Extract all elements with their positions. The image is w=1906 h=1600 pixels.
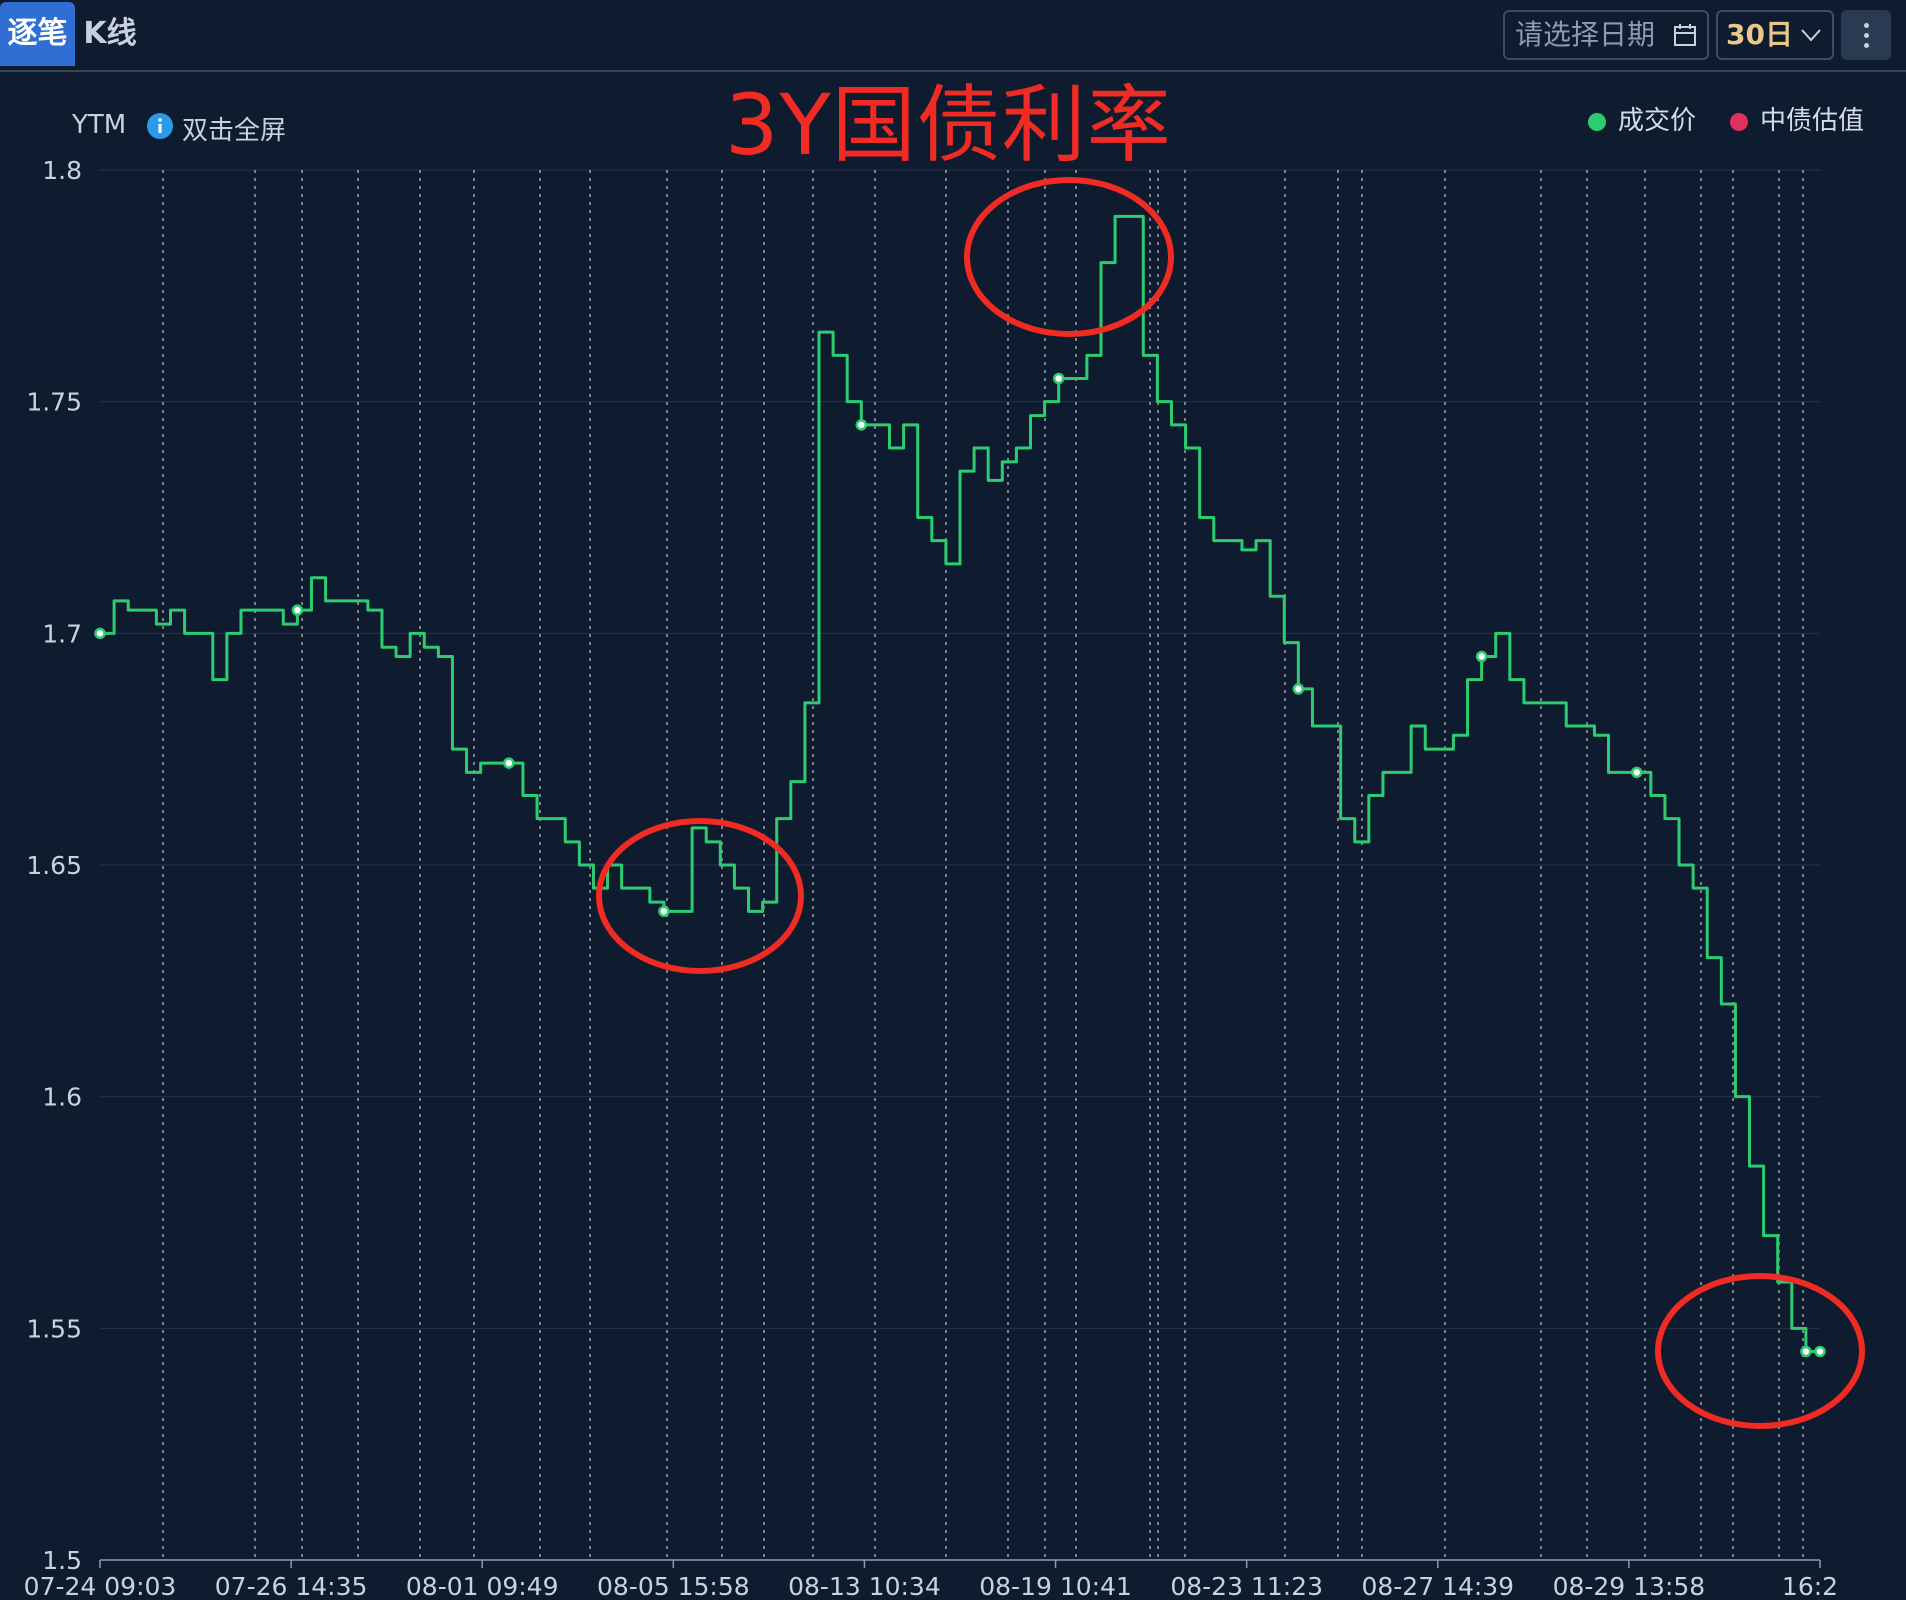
tab-tick-trades[interactable]: 逐笔 <box>0 2 75 66</box>
legend-item-trade[interactable]: 成交价 <box>1588 100 1696 137</box>
y-tick-label: 1.55 <box>26 1314 82 1343</box>
x-tick-label: 08-13 10:34 <box>788 1572 941 1600</box>
y-tick-label: 1.8 <box>42 156 82 185</box>
x-tick-label: 07-24 09:03 <box>24 1572 177 1600</box>
top-toolbar: 逐笔 K线 请选择日期 30日 <box>0 0 1906 72</box>
data-point-trade <box>1052 372 1065 385</box>
x-tick-label: 16:2 <box>1782 1572 1838 1600</box>
fullscreen-hint: 双击全屏 <box>182 116 287 146</box>
more-menu-button[interactable] <box>1841 10 1891 60</box>
y-axis-title: YTM <box>72 110 127 140</box>
y-tick-label: 1.5 <box>42 1546 82 1575</box>
x-tick-label: 08-19 10:41 <box>979 1572 1132 1600</box>
y-tick-label: 1.6 <box>42 1083 82 1112</box>
data-point-trade <box>291 604 304 616</box>
range-select[interactable]: 30日 <box>1716 10 1834 60</box>
annotation-circle <box>964 177 1174 337</box>
annotation-title: 3Y国债利率 <box>725 76 1172 174</box>
data-point-trade <box>1814 1345 1826 1358</box>
y-tick-label: 1.75 <box>26 388 82 417</box>
date-picker[interactable]: 请选择日期 <box>1503 10 1709 60</box>
date-picker-placeholder: 请选择日期 <box>1515 18 1656 51</box>
more-vertical-icon-dot <box>1864 33 1869 38</box>
data-point-trade <box>1630 766 1643 779</box>
annotation-circle <box>1655 1273 1865 1429</box>
data-point-trade <box>503 757 515 769</box>
data-point-trade <box>1475 650 1488 663</box>
legend-label-trade: 成交价 <box>1618 106 1697 136</box>
y-tick-label: 1.65 <box>26 851 82 880</box>
legend-item-valuation[interactable]: 中债估值 <box>1730 100 1864 137</box>
chevron-down-icon <box>1801 29 1821 42</box>
range-select-value: 30日 <box>1726 18 1793 51</box>
x-tick-label: 08-01 09:49 <box>406 1572 559 1600</box>
data-point-trade <box>94 627 106 640</box>
x-tick-label: 08-23 11:23 <box>1170 1572 1323 1600</box>
data-point-trade <box>658 905 670 918</box>
more-vertical-icon-dot <box>1864 43 1869 48</box>
legend-label-valuation: 中债估值 <box>1760 106 1865 136</box>
data-point-trade <box>1800 1345 1812 1358</box>
legend-dot-valuation <box>1730 113 1748 131</box>
x-tick-label: 07-26 14:35 <box>215 1572 368 1600</box>
legend-dot-trade <box>1588 113 1606 131</box>
y-tick-label: 1.7 <box>42 619 82 648</box>
x-tick-label: 08-05 15:58 <box>597 1572 750 1600</box>
annotation-circle <box>596 818 804 974</box>
series-line-trade <box>100 214 1820 1353</box>
x-tick-label: 08-29 13:58 <box>1553 1572 1706 1600</box>
info-icon[interactable] <box>146 112 174 140</box>
more-vertical-icon <box>1864 23 1869 28</box>
data-point-trade <box>1292 683 1305 695</box>
data-point-trade <box>855 419 868 431</box>
calendar-icon <box>1674 24 1696 46</box>
x-tick-label: 08-27 14:39 <box>1361 1572 1514 1600</box>
tab-kline[interactable]: K线 <box>83 16 137 51</box>
